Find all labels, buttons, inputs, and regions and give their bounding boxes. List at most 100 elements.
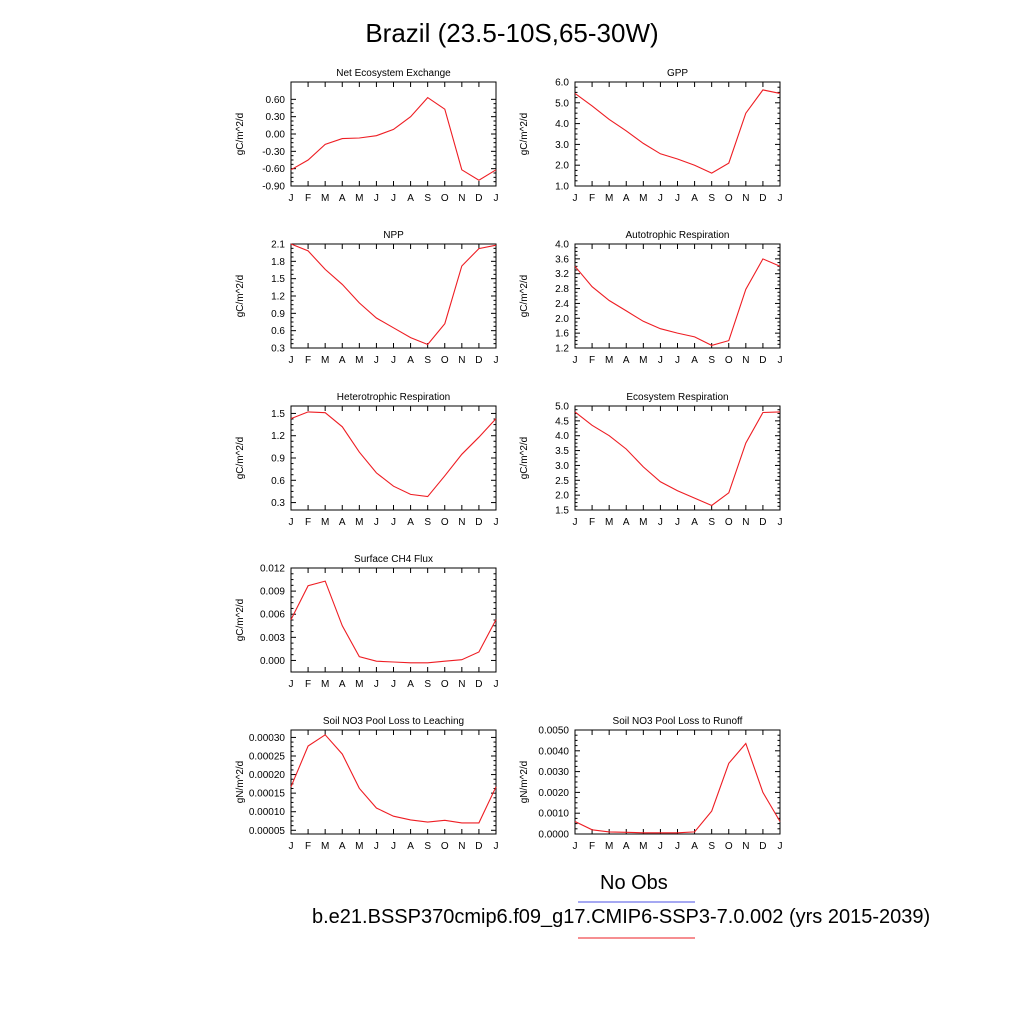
x-tick-label: A bbox=[407, 517, 414, 528]
x-tick-label: J bbox=[391, 193, 396, 204]
x-tick-label: M bbox=[639, 355, 647, 366]
y-tick-label: 0.00030 bbox=[249, 733, 286, 744]
y-tick-label: 4.0 bbox=[555, 119, 569, 130]
y-tick-label: 0.00 bbox=[266, 130, 286, 141]
x-tick-label: J bbox=[658, 517, 663, 528]
y-tick-label: 0.0040 bbox=[538, 746, 569, 757]
x-tick-label: D bbox=[475, 355, 482, 366]
x-tick-label: J bbox=[374, 841, 379, 852]
y-tick-label: 5.0 bbox=[555, 98, 569, 109]
y-tick-label: 3.5 bbox=[555, 446, 569, 457]
x-tick-label: D bbox=[759, 355, 766, 366]
x-tick-label: N bbox=[458, 355, 465, 366]
x-tick-label: M bbox=[321, 193, 329, 204]
x-tick-label: M bbox=[355, 355, 363, 366]
y-tick-label: 2.0 bbox=[555, 161, 569, 172]
x-tick-label: M bbox=[605, 517, 613, 528]
y-tick-label: 1.5 bbox=[271, 409, 285, 420]
x-tick-label: M bbox=[355, 193, 363, 204]
x-tick-label: O bbox=[441, 841, 449, 852]
x-tick-label: A bbox=[691, 193, 698, 204]
x-tick-label: A bbox=[691, 517, 698, 528]
x-tick-label: S bbox=[708, 517, 715, 528]
x-tick-label: J bbox=[573, 517, 578, 528]
panel-title: Surface CH4 Flux bbox=[354, 554, 433, 565]
x-tick-label: J bbox=[778, 517, 783, 528]
panel-frame bbox=[574, 729, 781, 835]
panel-frame bbox=[574, 243, 781, 349]
y-tick-label: 0.0010 bbox=[538, 809, 569, 820]
x-tick-label: N bbox=[458, 193, 465, 204]
y-tick-label: 4.5 bbox=[555, 416, 569, 427]
x-tick-label: J bbox=[675, 193, 680, 204]
series-line bbox=[290, 96, 497, 181]
y-tick-label: 0.9 bbox=[271, 454, 285, 465]
x-tick-label: A bbox=[339, 355, 346, 366]
x-tick-label: M bbox=[605, 193, 613, 204]
y-tick-label: 0.00005 bbox=[249, 826, 286, 837]
x-tick-label: A bbox=[339, 517, 346, 528]
x-tick-label: J bbox=[289, 193, 294, 204]
x-tick-label: A bbox=[339, 193, 346, 204]
y-tick-label: 1.0 bbox=[555, 182, 569, 193]
x-tick-label: F bbox=[589, 841, 595, 852]
x-tick-label: J bbox=[573, 193, 578, 204]
series-line bbox=[574, 89, 781, 174]
y-axis-label: gC/m^2/d bbox=[235, 437, 246, 480]
panel-title: Net Ecosystem Exchange bbox=[336, 68, 451, 79]
y-tick-label: 0.012 bbox=[260, 564, 285, 575]
y-tick-label: 0.0000 bbox=[538, 830, 569, 841]
legend-case-label: b.e21.BSSP370cmip6.f09_g17.CMIP6-SSP3-7.… bbox=[312, 906, 931, 928]
x-tick-label: J bbox=[391, 355, 396, 366]
x-tick-label: J bbox=[289, 517, 294, 528]
y-tick-label: 3.6 bbox=[555, 254, 569, 265]
x-tick-label: J bbox=[374, 355, 379, 366]
y-tick-label: 0.00020 bbox=[249, 770, 286, 781]
series-line bbox=[574, 742, 781, 834]
x-tick-label: F bbox=[589, 517, 595, 528]
x-tick-label: F bbox=[305, 355, 311, 366]
x-tick-label: M bbox=[639, 193, 647, 204]
x-tick-label: J bbox=[391, 679, 396, 690]
x-tick-label: A bbox=[339, 841, 346, 852]
x-tick-label: A bbox=[691, 355, 698, 366]
y-tick-label: 2.1 bbox=[271, 240, 285, 251]
y-tick-label: 0.60 bbox=[266, 95, 286, 106]
y-tick-label: 0.009 bbox=[260, 587, 285, 598]
y-axis-label: gC/m^2/d bbox=[519, 275, 530, 318]
y-axis-label: gC/m^2/d bbox=[519, 113, 530, 156]
x-tick-label: S bbox=[708, 355, 715, 366]
x-tick-label: A bbox=[623, 193, 630, 204]
y-tick-label: 0.00025 bbox=[249, 752, 286, 763]
panel-title: Soil NO3 Pool Loss to Runoff bbox=[613, 716, 743, 727]
y-tick-label: 2.0 bbox=[555, 491, 569, 502]
x-tick-label: D bbox=[475, 679, 482, 690]
x-tick-label: M bbox=[321, 841, 329, 852]
x-tick-label: D bbox=[759, 841, 766, 852]
y-tick-label: 3.0 bbox=[555, 461, 569, 472]
x-tick-label: S bbox=[708, 841, 715, 852]
x-tick-label: M bbox=[355, 841, 363, 852]
panel-title: GPP bbox=[667, 68, 688, 79]
y-tick-label: 5.0 bbox=[555, 402, 569, 413]
x-tick-label: D bbox=[475, 193, 482, 204]
x-tick-label: J bbox=[494, 517, 499, 528]
y-axis-label: gC/m^2/d bbox=[235, 599, 246, 642]
y-tick-label: 1.5 bbox=[271, 274, 285, 285]
x-tick-label: D bbox=[759, 193, 766, 204]
x-tick-label: A bbox=[407, 355, 414, 366]
x-tick-label: F bbox=[305, 841, 311, 852]
panel-frame bbox=[290, 81, 497, 187]
panel-title: Heterotrophic Respiration bbox=[337, 392, 450, 403]
x-tick-label: D bbox=[759, 517, 766, 528]
x-tick-label: S bbox=[424, 679, 431, 690]
y-tick-label: 0.0020 bbox=[538, 788, 569, 799]
x-tick-label: F bbox=[589, 193, 595, 204]
series-line bbox=[290, 580, 497, 664]
y-axis-label: gN/m^2/d bbox=[235, 761, 246, 804]
x-tick-label: J bbox=[374, 679, 379, 690]
x-tick-label: N bbox=[458, 841, 465, 852]
x-tick-label: O bbox=[441, 193, 449, 204]
y-tick-label: -0.90 bbox=[262, 182, 285, 193]
x-tick-label: N bbox=[458, 517, 465, 528]
